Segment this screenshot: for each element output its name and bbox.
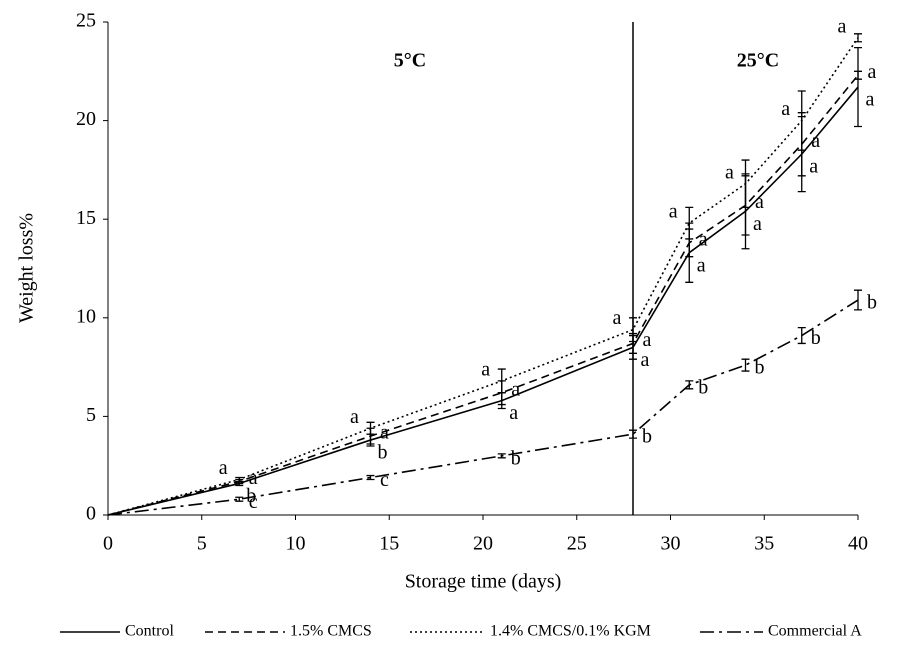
error-bar [235,476,244,483]
error-bar [629,317,637,343]
significance-letter: a [755,191,764,213]
error-bar [797,90,806,151]
temperature-label: 25°C [737,50,779,72]
significance-letter: a [811,130,820,152]
error-bar [797,327,806,345]
significance-letter: a [697,254,706,276]
y-tick-label: 5 [86,404,96,426]
x-tick-label: 35 [754,533,774,555]
significance-letter: a [509,402,518,424]
error-bar [629,429,637,439]
error-bar [741,358,750,372]
significance-letter: a [868,61,877,83]
significance-letter: b [378,442,388,464]
error-bar [497,368,506,394]
x-tick-label: 30 [661,533,681,555]
error-bar [366,421,375,435]
legend-label: Commercial A [768,623,862,640]
x-tick-label: 40 [848,533,868,555]
significance-letter: a [481,358,490,380]
significance-letter: a [669,201,678,223]
x-tick-label: 15 [379,533,399,555]
x-axis-title: Storage time (days) [405,571,562,593]
significance-letter: a [643,329,652,351]
error-bar [854,70,862,80]
x-tick-label: 0 [103,533,113,555]
error-bar [685,380,694,390]
significance-letter: b [246,485,256,507]
error-bar [854,33,862,43]
significance-letter: a [641,349,650,371]
significance-letter: c [249,491,258,513]
legend-label: Control [125,623,174,640]
significance-letter: a [753,213,762,235]
error-bar [497,453,506,459]
error-bar [741,159,750,209]
error-bar [366,474,375,481]
y-tick-label: 0 [86,503,96,525]
significance-letter: b [811,327,821,349]
y-tick-label: 25 [76,10,96,32]
significance-letter: b [511,447,521,469]
significance-letter: a [380,422,389,444]
x-tick-label: 5 [197,533,207,555]
x-tick-label: 20 [473,533,493,555]
significance-letter: a [725,161,734,183]
significance-letter: a [781,98,790,120]
series-line [107,86,859,516]
significance-letter: c [380,469,389,491]
y-axis-title: Weight loss% [16,213,38,323]
error-bar [854,46,862,128]
series-line [107,37,859,516]
legend-label: 1.5% CMCS [290,623,372,640]
y-tick-label: 15 [76,207,96,229]
significance-letter: b [642,426,652,448]
error-bar [235,496,244,502]
significance-letter: a [838,15,847,37]
significance-letter: b [867,292,877,314]
significance-letter: b [755,357,765,379]
significance-letter: a [219,457,228,479]
error-bar [685,206,694,240]
significance-letter: a [613,307,622,329]
significance-letter: a [866,89,875,111]
significance-letter: a [699,228,708,250]
significance-letter: a [249,467,258,489]
x-tick-label: 25 [567,533,587,555]
temperature-label: 5°C [394,50,426,72]
y-tick-label: 10 [76,305,96,327]
x-tick-label: 10 [286,533,306,555]
significance-letter: a [511,378,520,400]
error-bar [854,289,862,311]
series-line [107,74,859,516]
series-line [107,299,859,516]
y-tick-label: 20 [76,108,96,130]
significance-letter: a [350,406,359,428]
legend-label: 1.4% CMCS/0.1% KGM [490,623,651,640]
significance-letter: b [698,376,708,398]
significance-letter: a [809,156,818,178]
